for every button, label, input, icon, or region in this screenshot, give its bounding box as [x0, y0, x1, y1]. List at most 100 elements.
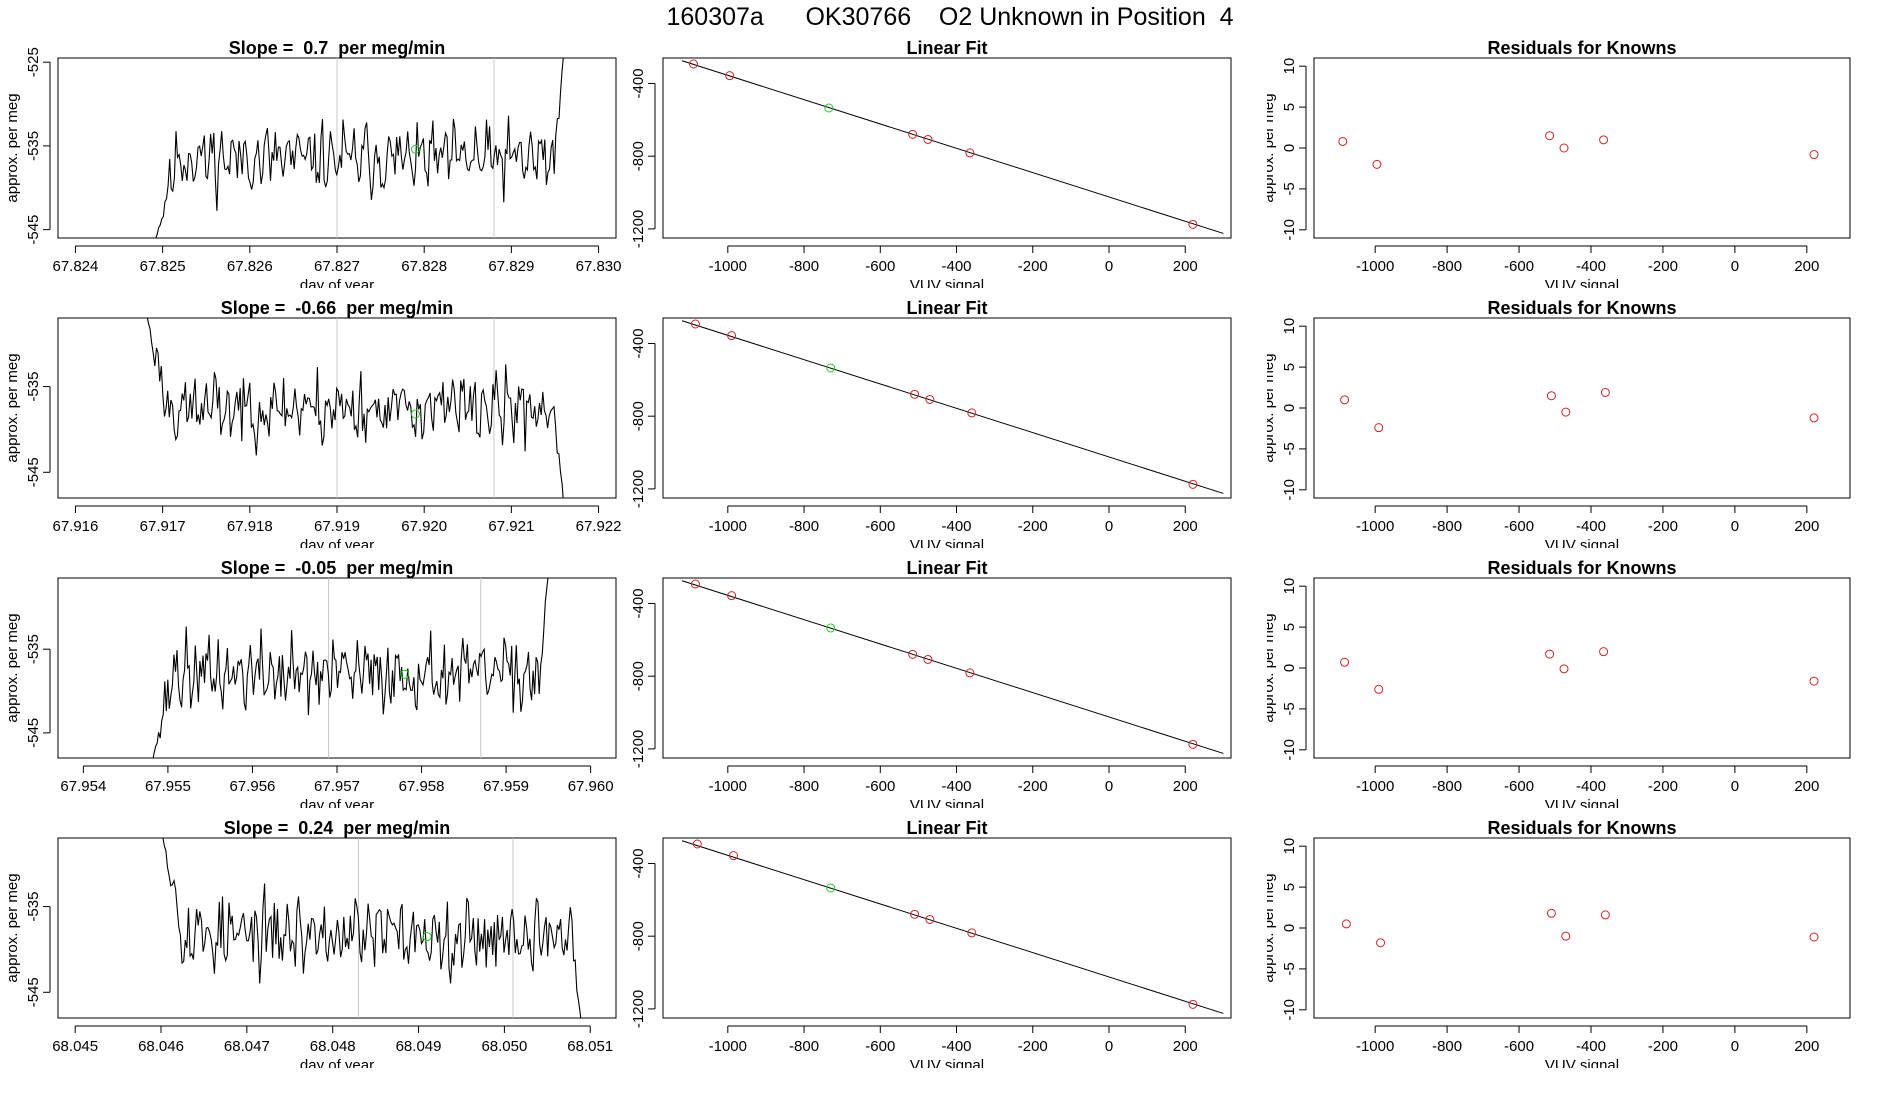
- y-tick-label: -5: [1281, 962, 1298, 975]
- y-tick-label: -800: [633, 921, 647, 951]
- x-tick-label: 0: [1105, 778, 1113, 795]
- timeseries-panel-4: Slope = 0.24 per meg/min 68.045 68.046 68.0…: [4, 818, 617, 1068]
- x-tick-label: -600: [865, 1038, 895, 1055]
- plot-area: [155, 58, 564, 238]
- residual-point: [1809, 932, 1819, 942]
- x-tick-label: 67.922: [576, 518, 622, 535]
- unknown-point: [410, 409, 420, 419]
- y-tick-label: -535: [25, 634, 42, 664]
- plot-frame: [57, 577, 617, 759]
- y-tick-label: -10: [1281, 999, 1298, 1021]
- x-tick-label: 68.048: [310, 1038, 356, 1055]
- y-tick-label: -545: [25, 718, 42, 748]
- x-tick-label: 200: [1173, 778, 1198, 795]
- panel-title: Slope = -0.66 per meg/min: [221, 298, 454, 318]
- residual-point: [1545, 131, 1555, 141]
- panel-title: Linear Fit: [906, 558, 987, 578]
- known-point: [727, 591, 737, 601]
- known-point: [923, 654, 933, 664]
- x-tick-label: -200: [1648, 778, 1678, 795]
- unknown-point: [400, 669, 410, 679]
- x-axis-label: VUV signal: [1545, 277, 1619, 288]
- timeseries-panel-3: Slope = -0.05 per meg/min 67.954 67.955 67.…: [4, 558, 617, 808]
- y-tick-label: 5: [1281, 623, 1298, 631]
- residuals-panel-4: Residuals for Knowns-1000 -800 -600 -400 -20…: [1267, 818, 1851, 1068]
- y-axis-label: approx. per meg: [1267, 353, 1277, 462]
- residual-point: [1561, 407, 1571, 417]
- residual-point: [1561, 931, 1571, 941]
- known-point: [1188, 999, 1198, 1009]
- data-series-line: [146, 318, 564, 498]
- plot-area: [152, 578, 549, 758]
- y-tick-label: -10: [1281, 739, 1298, 761]
- y-tick-label: 5: [1281, 103, 1298, 111]
- plot-area: [681, 839, 1224, 1014]
- panel-title: Slope = 0.7 per meg/min: [229, 38, 446, 58]
- known-point: [1188, 739, 1198, 749]
- residual-point: [1559, 664, 1569, 674]
- y-tick-label: -400: [633, 588, 647, 618]
- plot-frame: [662, 837, 1232, 1019]
- x-tick-label: -600: [1504, 258, 1534, 275]
- residual-point: [1372, 159, 1382, 169]
- residual-point: [1546, 908, 1556, 918]
- figure-title: 160307a OK30766 O2 Unknown in Position 4: [666, 3, 1234, 31]
- plot-area: [162, 838, 582, 1018]
- x-axis-label: VUV signal: [910, 277, 984, 288]
- x-tick-label: -200: [1018, 778, 1048, 795]
- x-tick-label: -1000: [709, 258, 747, 275]
- fit-line: [681, 320, 1224, 494]
- residual-point: [1338, 136, 1348, 146]
- x-tick-label: -1000: [1356, 518, 1394, 535]
- y-tick-label: 0: [1281, 664, 1298, 672]
- plot-frame: [1313, 57, 1851, 239]
- linear-fit-panel-2: Linear Fit -1000 -800 -600 -400 -200 0 200 VUV s…: [633, 298, 1232, 548]
- y-tick-label: 10: [1281, 318, 1298, 335]
- panel-title: Residuals for Knowns: [1487, 558, 1676, 578]
- unknown-point: [826, 623, 836, 633]
- known-point: [692, 839, 702, 849]
- x-tick-label: -800: [1432, 518, 1462, 535]
- y-tick-label: -400: [633, 848, 647, 878]
- x-tick-label: 67.921: [488, 518, 534, 535]
- x-tick-label: -800: [789, 518, 819, 535]
- x-tick-label: 200: [1794, 778, 1819, 795]
- x-tick-label: -200: [1648, 258, 1678, 275]
- y-tick-label: -800: [633, 661, 647, 691]
- x-tick-label: 68.045: [52, 1038, 98, 1055]
- x-tick-label: -600: [865, 518, 895, 535]
- x-tick-label: 68.047: [224, 1038, 270, 1055]
- y-tick-label: 0: [1281, 404, 1298, 412]
- y-tick-label: -5: [1281, 702, 1298, 715]
- plot-frame: [57, 837, 617, 1019]
- x-tick-label: 200: [1173, 258, 1198, 275]
- fit-line: [681, 580, 1224, 754]
- y-tick-label: -535: [25, 131, 42, 161]
- x-tick-label: -400: [1576, 518, 1606, 535]
- x-tick-label: 0: [1731, 518, 1739, 535]
- x-tick-label: -200: [1018, 258, 1048, 275]
- panel-title: Linear Fit: [906, 298, 987, 318]
- residual-point: [1809, 150, 1819, 160]
- x-tick-label: 200: [1173, 518, 1198, 535]
- y-tick-label: -545: [25, 457, 42, 487]
- residual-point: [1809, 676, 1819, 686]
- residual-point: [1809, 413, 1819, 423]
- y-axis-label: approx. per meg: [1267, 873, 1277, 982]
- y-tick-label: -5: [1281, 182, 1298, 195]
- plot-area: [1341, 908, 1819, 948]
- y-tick-label: 5: [1281, 363, 1298, 371]
- y-tick-label: -545: [25, 215, 42, 245]
- x-tick-label: 0: [1105, 258, 1113, 275]
- x-tick-label: 67.955: [145, 778, 191, 795]
- residual-point: [1600, 387, 1610, 397]
- known-point: [908, 129, 918, 139]
- x-tick-label: 67.824: [52, 258, 98, 275]
- x-tick-label: -400: [942, 1038, 972, 1055]
- residual-point: [1374, 423, 1384, 433]
- x-tick-label: -400: [942, 258, 972, 275]
- data-series-line: [155, 58, 564, 238]
- x-tick-label: 67.957: [314, 778, 360, 795]
- y-tick-label: -10: [1281, 479, 1298, 501]
